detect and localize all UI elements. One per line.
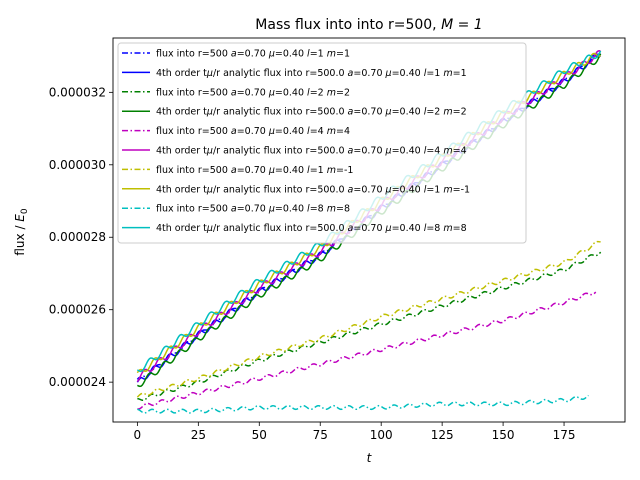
chart-title: Mass flux into into r=500, M = 1: [255, 17, 482, 33]
series-line-9: [137, 394, 589, 414]
y-tick-label: 0.000028: [49, 230, 106, 244]
x-tick-label: 50: [252, 428, 267, 442]
legend: flux into r=500 a=0.70 μ=0.40 l=1 m=1 4th…: [117, 42, 527, 244]
y-axis-label: flux / E0: [13, 208, 30, 256]
legend-entry-5: flux into r=500 a=0.70 μ=0.40 l=4 m=4: [156, 126, 350, 137]
legend-entry-6: 4th order tμ/r analytic flux into r=500.…: [156, 146, 467, 157]
legend-entry-10: 4th order tμ/r analytic flux into r=500.…: [156, 223, 467, 234]
series-line-5: [137, 291, 597, 410]
y-tick-label: 0.000030: [49, 158, 106, 172]
y-tick-label: 0.000024: [49, 375, 106, 389]
x-tick-label: 125: [431, 428, 454, 442]
legend-box: [117, 42, 527, 244]
legend-entry-9: flux into r=500 a=0.70 μ=0.40 l=8 m=8: [156, 204, 350, 215]
y-tick-label: 0.000026: [49, 303, 106, 317]
x-tick-label: 175: [553, 428, 576, 442]
legend-entry-8: 4th order tμ/r analytic flux into r=500.…: [156, 184, 470, 195]
y-tick-label: 0.000032: [49, 85, 106, 99]
x-tick-label: 100: [370, 428, 393, 442]
legend-entry-2: 4th order tμ/r analytic flux into r=500.…: [156, 68, 467, 79]
legend-entry-4: 4th order tμ/r analytic flux into r=500.…: [156, 107, 467, 118]
x-tick-label: 0: [134, 428, 142, 442]
series-line-7: [136, 240, 601, 398]
x-axis-label: t: [367, 451, 373, 465]
x-tick-label: 25: [191, 428, 206, 442]
x-tick-label: 75: [313, 428, 328, 442]
x-tick-label: 150: [492, 428, 515, 442]
legend-entry-7: flux into r=500 a=0.70 μ=0.40 l=1 m=-1: [156, 165, 353, 176]
legend-entry-1: flux into r=500 a=0.70 μ=0.40 l=1 m=1: [156, 49, 350, 60]
plot-frame: [112, 37, 626, 423]
series-line-3: [137, 251, 602, 401]
legend-entry-3: flux into r=500 a=0.70 μ=0.40 l=2 m=2: [156, 87, 350, 98]
axes: 0 25 50 75 100 125 150 175 0.000024 0.000026 0.000…: [49, 37, 626, 442]
